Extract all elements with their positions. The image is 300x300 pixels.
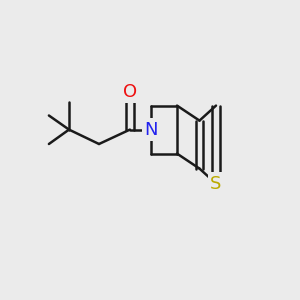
Text: S: S (210, 175, 222, 193)
Text: N: N (144, 121, 157, 139)
Text: O: O (123, 82, 137, 100)
